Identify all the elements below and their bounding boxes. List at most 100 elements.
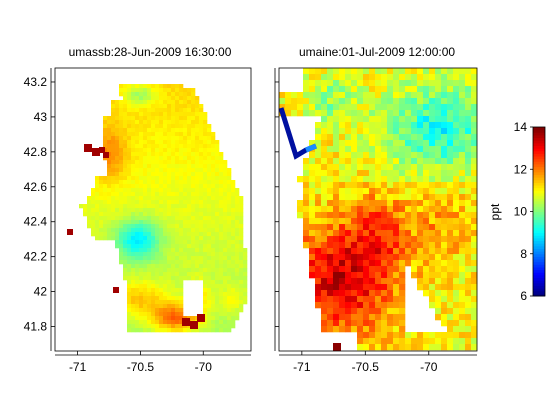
salinity-cell: [155, 176, 160, 181]
salinity-cell: [369, 242, 376, 249]
salinity-cell: [175, 300, 180, 305]
salinity-cell: [123, 160, 128, 165]
salinity-cell: [167, 244, 172, 249]
salinity-cell: [465, 272, 472, 279]
salinity-cell: [167, 284, 172, 289]
salinity-cell: [215, 160, 220, 165]
salinity-cell: [327, 146, 334, 153]
salinity-cell: [223, 296, 228, 301]
salinity-cell: [459, 98, 466, 105]
salinity-cell: [143, 208, 148, 213]
salinity-cell: [321, 140, 328, 147]
salinity-cell: [143, 252, 148, 257]
salinity-cell: [387, 140, 394, 147]
salinity-cell: [171, 260, 176, 265]
salinity-cell: [167, 192, 172, 197]
salinity-cell: [131, 88, 136, 93]
salinity-cell: [465, 284, 472, 291]
salinity-cell: [231, 188, 236, 193]
salinity-cell: [67, 229, 73, 235]
salinity-cell: [135, 152, 140, 157]
salinity-cell: [459, 170, 466, 177]
salinity-cell: [315, 128, 322, 135]
salinity-cell: [239, 268, 244, 273]
salinity-cell: [333, 278, 340, 285]
salinity-cell: [411, 110, 418, 117]
salinity-cell: [199, 108, 204, 113]
salinity-cell: [333, 158, 340, 165]
colorbar-segment: [533, 161, 545, 165]
salinity-cell: [95, 220, 100, 225]
salinity-cell: [393, 308, 400, 315]
salinity-cell: [135, 180, 140, 185]
salinity-cell: [195, 100, 200, 105]
salinity-cell: [339, 110, 346, 117]
salinity-cell: [211, 308, 216, 313]
salinity-cell: [333, 266, 340, 273]
salinity-cell: [429, 170, 436, 177]
salinity-cell: [159, 96, 164, 101]
salinity-cell: [147, 120, 152, 125]
salinity-cell: [235, 284, 240, 289]
salinity-cell: [147, 172, 152, 177]
salinity-cell: [155, 152, 160, 157]
salinity-cell: [459, 302, 466, 309]
salinity-cell: [387, 134, 394, 141]
salinity-cell: [333, 152, 340, 159]
salinity-cell: [375, 152, 382, 159]
salinity-cell: [167, 176, 172, 181]
salinity-cell: [199, 256, 204, 261]
salinity-cell: [363, 164, 370, 171]
umaine-plot-frame: [278, 67, 478, 352]
salinity-cell: [127, 212, 132, 217]
salinity-cell: [183, 216, 188, 221]
salinity-cell: [171, 140, 176, 145]
salinity-cell: [285, 104, 292, 111]
salinity-cell: [211, 300, 216, 305]
salinity-cell: [363, 284, 370, 291]
salinity-cell: [103, 220, 108, 225]
salinity-cell: [369, 194, 376, 201]
salinity-cell: [163, 272, 168, 277]
salinity-cell: [441, 212, 448, 219]
salinity-cell: [123, 188, 128, 193]
salinity-cell: [135, 252, 140, 257]
salinity-cell: [345, 290, 352, 297]
salinity-cell: [393, 188, 400, 195]
salinity-cell: [211, 288, 216, 293]
salinity-cell: [357, 218, 364, 225]
salinity-cell: [87, 196, 92, 201]
salinity-cell: [139, 192, 144, 197]
salinity-cell: [219, 208, 224, 213]
salinity-cell: [167, 304, 172, 309]
salinity-cell: [191, 108, 196, 113]
salinity-cell: [199, 172, 204, 177]
salinity-cell: [429, 278, 436, 285]
salinity-cell: [465, 170, 472, 177]
salinity-cell: [219, 180, 224, 185]
salinity-cell: [159, 200, 164, 205]
salinity-cell: [223, 168, 228, 173]
salinity-cell: [163, 236, 168, 241]
salinity-cell: [95, 228, 100, 233]
salinity-cell: [471, 86, 478, 93]
salinity-cell: [135, 284, 140, 289]
salinity-cell: [135, 308, 140, 313]
salinity-cell: [429, 140, 436, 147]
salinity-cell: [223, 256, 228, 261]
salinity-cell: [321, 200, 328, 207]
salinity-cell: [143, 132, 148, 137]
salinity-cell: [357, 212, 364, 219]
salinity-cell: [159, 132, 164, 137]
salinity-cell: [219, 160, 224, 165]
salinity-cell: [369, 176, 376, 183]
salinity-cell: [155, 324, 160, 329]
salinity-cell: [131, 160, 136, 165]
salinity-cell: [387, 260, 394, 267]
salinity-cell: [175, 224, 180, 229]
umassb-plot-frame: [54, 67, 252, 352]
salinity-cell: [453, 140, 460, 147]
salinity-cell: [159, 224, 164, 229]
salinity-cell: [381, 236, 388, 243]
salinity-cell: [107, 180, 112, 185]
